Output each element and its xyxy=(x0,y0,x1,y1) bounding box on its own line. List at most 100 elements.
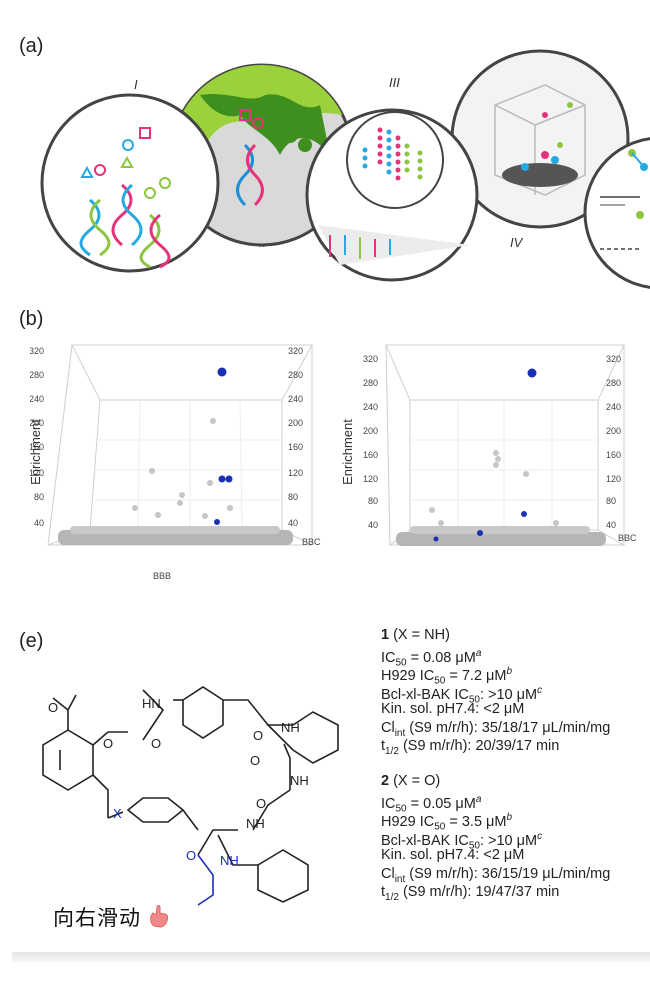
c1-bcl-value: : >10 μM xyxy=(479,686,538,703)
ytick-right-r-280: 280 xyxy=(606,378,621,388)
ytick-left-40: 40 xyxy=(34,518,44,528)
enrichment-plot-right: 320 280 240 200 160 120 80 40 320 280 24… xyxy=(340,344,637,546)
c2-bcl-sub: 50 xyxy=(468,840,480,852)
ytick-left-120: 120 xyxy=(30,468,44,478)
enrichment-plot-left: 320 280 240 200 160 120 80 40 320 280 24… xyxy=(30,344,321,581)
atom-nh-2: NH xyxy=(290,773,309,788)
c2-bcl-value: : >10 μM xyxy=(479,832,538,849)
compound-2-properties: 2 (X = O) IC50 = 0.05 μMa H929 IC50 = 3.… xyxy=(381,772,611,903)
c1-h929-sub: 50 xyxy=(434,675,446,687)
c1-bcl-sup: c xyxy=(537,684,543,696)
ytick-right-240: 240 xyxy=(363,402,378,412)
xlabel-left: BBB xyxy=(153,571,171,581)
bottom-divider xyxy=(12,952,650,962)
c2-h929-value: = 3.5 μM xyxy=(445,813,507,830)
ytick-left-200: 200 xyxy=(30,418,44,428)
ytick-left-r-200: 200 xyxy=(288,418,303,428)
c1-h929-sup: b xyxy=(506,666,513,677)
atom-nh-amide: NH xyxy=(220,853,239,868)
panel-label-a: (a) xyxy=(19,35,44,57)
chemical-structure: O O O HN NH O O NH NH O NH O X xyxy=(42,686,339,906)
c1-bcl-sub: 50 xyxy=(468,694,480,706)
ytick-left-r-240: 240 xyxy=(288,394,303,404)
step-label-1: I xyxy=(134,77,138,92)
c2-t-value: (S9 m/r/h): 19/47/37 min xyxy=(398,884,560,900)
cloud-left xyxy=(58,526,293,545)
atom-o-carbonyl-3: O xyxy=(250,753,260,768)
atom-o-carbonyl-1: O xyxy=(151,736,161,751)
c2-cl-label: Cl xyxy=(381,865,395,882)
ytick-right-160: 160 xyxy=(363,450,378,460)
atom-o-carbonyl-4: O xyxy=(256,796,266,811)
panel-label-b: (b) xyxy=(19,308,44,330)
circle-step-5 xyxy=(583,137,650,289)
atom-x: X xyxy=(113,806,122,821)
c2-ic50-label: IC xyxy=(381,795,396,812)
circle-step-4 xyxy=(450,49,630,229)
ytick-right-r-40: 40 xyxy=(606,520,616,530)
c1-h929-value: = 7.2 μM xyxy=(445,667,507,684)
c2-cl-sub: int xyxy=(394,873,406,885)
ytick-left-320: 320 xyxy=(30,346,44,356)
c1-ic50-sub: 50 xyxy=(395,657,407,669)
ytick-left-r-320: 320 xyxy=(288,346,303,356)
compound-1-head: (X = NH) xyxy=(389,627,450,643)
ytick-right-280: 280 xyxy=(363,378,378,388)
ytick-right-80: 80 xyxy=(368,496,378,506)
ytick-left-160: 160 xyxy=(30,442,44,452)
c1-t-sub: 1/2 xyxy=(385,745,399,757)
ytick-right-320: 320 xyxy=(363,354,378,364)
atom-o-carbonyl-2: O xyxy=(253,728,263,743)
ytick-left-280: 280 xyxy=(30,370,44,380)
c1-cl-sub: int xyxy=(394,727,406,739)
ytick-right-200: 200 xyxy=(363,426,378,436)
atom-nh-1: NH xyxy=(281,720,300,735)
ytick-left-r-160: 160 xyxy=(288,442,303,452)
ytick-right-r-240: 240 xyxy=(606,402,621,412)
ytick-right-r-320: 320 xyxy=(606,354,621,364)
c2-t-sub: 1/2 xyxy=(385,891,399,903)
c1-ic50-value: = 0.08 μM xyxy=(406,649,476,666)
ytick-left-240: 240 xyxy=(30,394,44,404)
c1-bcl-label: Bcl-xl-BAK IC xyxy=(381,686,469,703)
c1-cl-label: Cl xyxy=(381,719,395,736)
ytick-right-r-200: 200 xyxy=(606,426,621,436)
atom-o-amide: O xyxy=(186,848,196,863)
c2-ic50-sup: a xyxy=(475,793,482,805)
c1-t-label: t xyxy=(381,738,386,754)
ytick-left-r-80: 80 xyxy=(288,492,298,502)
ytick-left-r-280: 280 xyxy=(288,370,303,380)
c2-h929-sub: 50 xyxy=(434,821,446,833)
ytick-left-80: 80 xyxy=(34,492,44,502)
c2-ic50-sub: 50 xyxy=(395,803,407,815)
compound-1-number: 1 xyxy=(381,627,390,643)
compound-1-properties: 1 (X = NH) IC50 = 0.08 μMa H929 IC50 = 7… xyxy=(381,626,610,757)
c2-h929-label: H929 IC xyxy=(381,813,435,830)
atom-o-ring: O xyxy=(103,736,113,751)
c2-kin-sol: Kin. sol. pH7.4: <2 μM xyxy=(381,847,525,863)
ytick-left-r-40: 40 xyxy=(288,518,298,528)
atom-o-ether: O xyxy=(48,700,58,715)
c2-bcl-sup: c xyxy=(537,830,543,842)
compound-2-number: 2 xyxy=(381,773,390,789)
ylabel-left: Enrichment xyxy=(30,419,43,485)
c2-bcl-label: Bcl-xl-BAK IC xyxy=(381,832,469,849)
ytick-left-r-120: 120 xyxy=(288,468,303,478)
c2-ic50-value: = 0.05 μM xyxy=(406,795,476,812)
circle-step-1 xyxy=(40,93,220,273)
ytick-right-120: 120 xyxy=(363,474,378,484)
c1-h929-label: H929 IC xyxy=(381,667,435,684)
c1-t-value: (S9 m/r/h): 20/39/17 min xyxy=(398,738,560,754)
step-label-4: IV xyxy=(510,235,524,250)
zlabel-right: BBC xyxy=(618,533,637,543)
panel-label-e: (e) xyxy=(19,630,44,652)
ytick-right-r-80: 80 xyxy=(606,496,616,506)
c2-t-label: t xyxy=(381,884,386,900)
atom-nh-3: NH xyxy=(246,816,265,831)
cloud-right xyxy=(396,526,606,546)
ytick-right-r-120: 120 xyxy=(606,474,621,484)
swipe-hint[interactable]: 向右滑动 xyxy=(53,902,170,932)
panel-a-illustration: I II III IV xyxy=(40,49,650,289)
c2-cl-value: (S9 m/r/h): 36/15/19 μL/min/mg xyxy=(405,865,611,882)
zlabel-left: BBC xyxy=(302,537,321,547)
